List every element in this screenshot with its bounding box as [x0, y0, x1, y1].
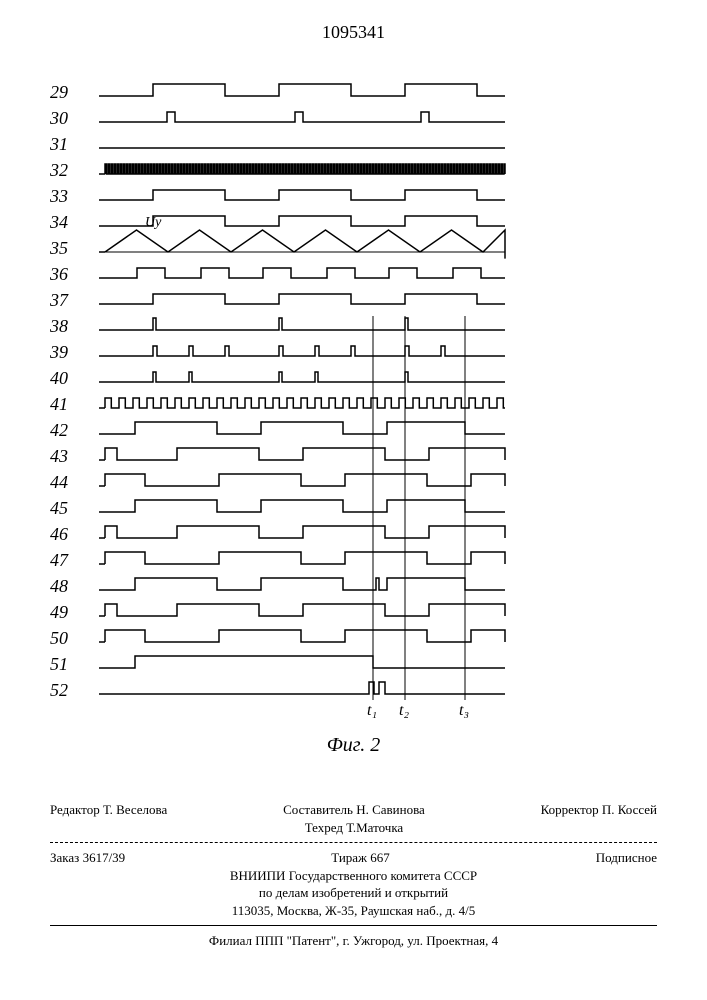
footer-corrector: Корректор П. Коссей [541, 801, 657, 836]
svg-text:Uy: Uy [145, 215, 162, 230]
lane-label: 43 [50, 446, 68, 467]
footer-editor: Редактор Т. Веселова [50, 801, 167, 836]
divider [50, 925, 657, 926]
lane-label: 30 [50, 108, 68, 129]
lane-label: 36 [50, 264, 68, 285]
lane-label: 29 [50, 82, 68, 103]
label: Редактор [50, 802, 103, 817]
x-marker-label: t₂ [399, 702, 409, 720]
footer-addr1: 113035, Москва, Ж-35, Раушская наб., д. … [50, 902, 657, 920]
lane-label: 32 [50, 160, 68, 181]
timing-diagram: Uy [70, 70, 540, 730]
footer-order: Заказ 3617/39 [50, 849, 125, 867]
lane-label: 41 [50, 394, 68, 415]
footer-org1: ВНИИПИ Государственного комитета СССР [50, 867, 657, 885]
lane-label: 44 [50, 472, 68, 493]
divider [50, 842, 657, 843]
lane-label: 46 [50, 524, 68, 545]
footer-branch: Филиал ППП "Патент", г. Ужгород, ул. Про… [50, 932, 657, 950]
x-marker-label: t₁ [367, 702, 377, 720]
figure-caption: Фиг. 2 [0, 734, 707, 757]
lane-label: 50 [50, 628, 68, 649]
page: 1095341 29 30 31 32 33 34 35 36 37 38 39 40 41 42 43 44… [0, 0, 707, 1000]
lane-label: 31 [50, 134, 68, 155]
label: Составитель [283, 802, 356, 817]
value: Т.Маточка [346, 820, 403, 835]
footer-row-order: Заказ 3617/39 Тираж 667 Подписное [50, 849, 657, 867]
value: Н. Савинова [356, 802, 425, 817]
lane-label: 47 [50, 550, 68, 571]
lane-label: 45 [50, 498, 68, 519]
footer-block: Редактор Т. Веселова Составитель Н. Сави… [50, 801, 657, 950]
label: Техред [305, 820, 347, 835]
x-marker-label: t₃ [459, 702, 469, 720]
lane-label: 51 [50, 654, 68, 675]
footer-org2: по делам изобретений и открытий [50, 884, 657, 902]
lane-label: 33 [50, 186, 68, 207]
value: 3617/39 [83, 850, 126, 865]
x-axis-labels: t₁ t₂ t₃ [70, 702, 540, 726]
timing-diagram-labels: 29 30 31 32 33 34 35 36 37 38 39 40 41 42 43 44 45 46 47 48… [35, 70, 70, 730]
lane-label: 34 [50, 212, 68, 233]
lane-label: 40 [50, 368, 68, 389]
lane-label: 35 [50, 238, 68, 259]
footer-tirazh: Тираж 667 [331, 849, 390, 867]
lane-label: 38 [50, 316, 68, 337]
lane-label: 39 [50, 342, 68, 363]
value: Т. Веселова [103, 802, 167, 817]
footer-compiler-techred: Составитель Н. Савинова Техред Т.Маточка [283, 801, 425, 836]
value: 667 [370, 850, 390, 865]
label: Заказ [50, 850, 83, 865]
lane-label: 48 [50, 576, 68, 597]
footer-subscription: Подписное [596, 849, 657, 867]
lane-label: 49 [50, 602, 68, 623]
value: П. Коссей [602, 802, 657, 817]
timing-diagram-svg: Uy [70, 70, 535, 714]
label: Корректор [541, 802, 602, 817]
footer-row-credits: Редактор Т. Веселова Составитель Н. Сави… [50, 801, 657, 836]
label: Тираж [331, 850, 370, 865]
lane-label: 52 [50, 680, 68, 701]
lane-label: 42 [50, 420, 68, 441]
patent-number: 1095341 [0, 22, 707, 43]
lane-label: 37 [50, 290, 68, 311]
